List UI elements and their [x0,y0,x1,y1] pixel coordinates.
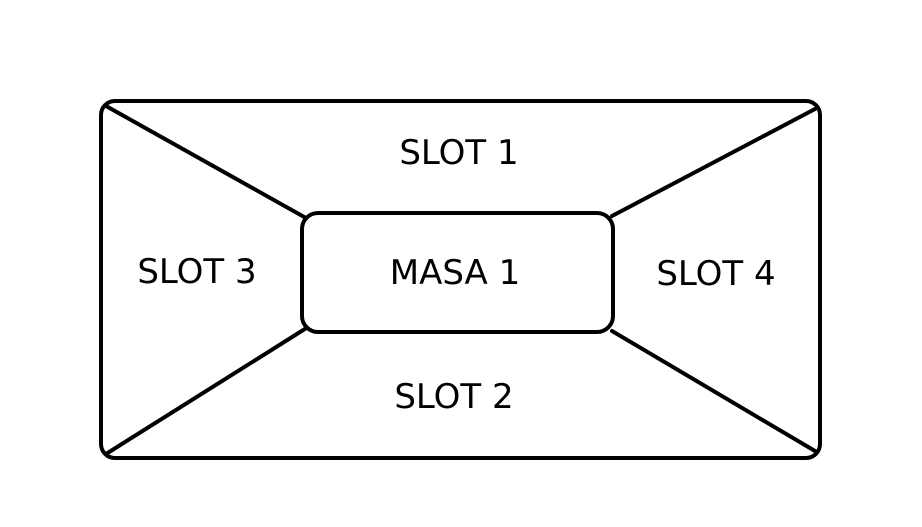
diagonal-bottom-left [104,325,310,456]
slot-4-label: SLOT 4 [656,254,775,294]
slot-3-label: SLOT 3 [137,252,256,292]
diagonal-top-right [610,107,817,218]
slot-1-label: SLOT 1 [399,133,518,173]
masa-1-label: MASA 1 [390,253,521,293]
diagonal-bottom-right [610,329,817,453]
slot-2-label: SLOT 2 [394,377,513,417]
center-table-box [300,211,615,334]
diagonal-top-left [104,104,308,220]
outer-table-border [99,99,822,460]
